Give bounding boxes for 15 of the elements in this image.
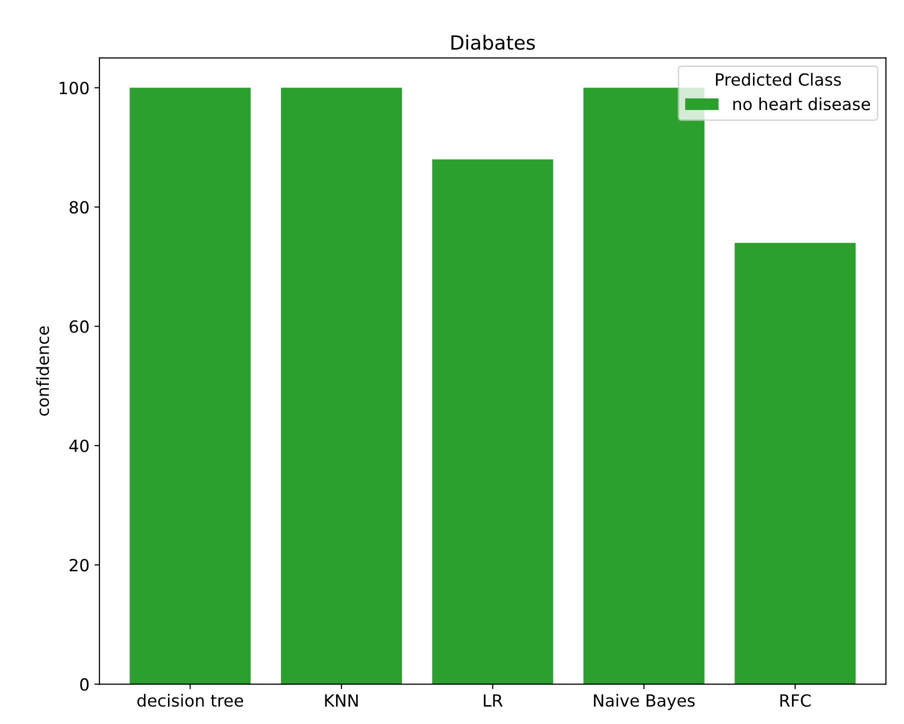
y-tick-label: 40 (69, 440, 89, 452)
y-tick-label: 20 (70, 558, 89, 572)
x-tick-label: decision tree (137, 694, 244, 707)
x-tick-label: KNN (325, 694, 358, 707)
y-tick-label: 0 (80, 678, 89, 691)
x-tick-label: RFC (780, 694, 811, 707)
y-tick-label: 60 (70, 320, 89, 333)
y-axis-title: confidence (36, 326, 50, 416)
legend-label: no heart disease (733, 97, 870, 110)
legend-title: Predicted Class (716, 72, 841, 86)
y-tick-label: 80 (70, 200, 89, 214)
chart-title: Diabates (451, 34, 535, 50)
y-tick-label: 100 (60, 82, 89, 94)
x-tick-label: Naive Bayes (594, 694, 695, 710)
x-tick-label: LR (484, 694, 503, 707)
